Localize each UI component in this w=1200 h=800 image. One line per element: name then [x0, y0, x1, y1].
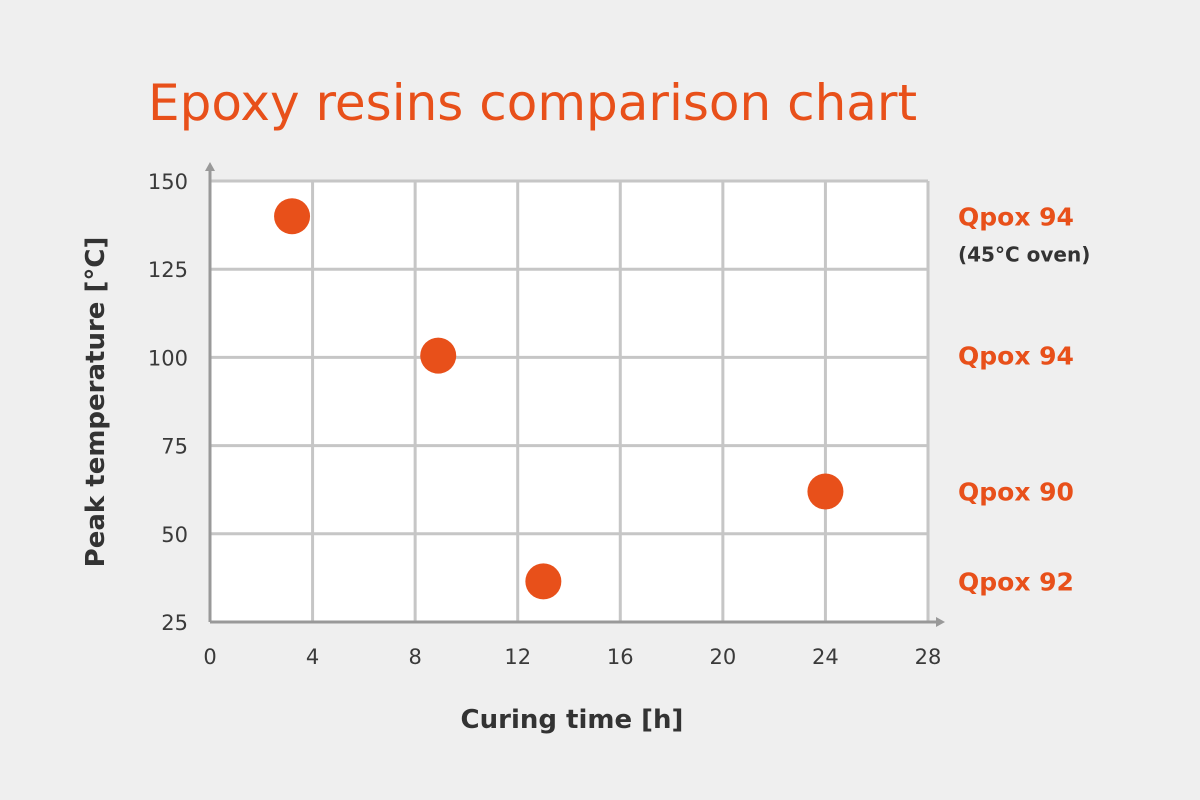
x-tick-label: 8 [408, 645, 421, 669]
y-tick-label: 125 [148, 258, 188, 282]
data-point [274, 198, 311, 235]
data-point [420, 337, 457, 374]
series-label: Qpox 94 [958, 202, 1074, 231]
plot-area: 0 4 8 12 16 20 24 28 25 50 75 100 125 150 Qpox 94 (45°C… [148, 162, 1090, 669]
x-tick-label: 20 [709, 645, 736, 669]
series-note: (45°C oven) [958, 242, 1090, 266]
series-label: Qpox 90 [958, 477, 1074, 506]
y-tick-label: 50 [161, 523, 188, 547]
x-axis-title: Curing time [h] [461, 705, 684, 735]
x-tick-label: 16 [607, 645, 634, 669]
series-label: Qpox 92 [958, 567, 1074, 596]
y-axis-title: Peak temperature [°C] [81, 237, 111, 568]
y-axis-arrow [205, 162, 215, 171]
y-tick-label: 75 [161, 435, 188, 459]
y-tick-label: 25 [161, 611, 188, 635]
plot-background [210, 181, 928, 622]
x-tick-label: 28 [915, 645, 942, 669]
y-tick-label: 100 [148, 346, 188, 370]
data-point [807, 473, 844, 510]
x-tick-label: 24 [812, 645, 839, 669]
series-label: Qpox 94 [958, 342, 1074, 371]
x-tick-label: 12 [504, 645, 531, 669]
x-tick-label: 4 [306, 645, 319, 669]
x-axis-arrow [936, 617, 945, 627]
data-point [525, 563, 562, 600]
chart-title: Epoxy resins comparison chart [148, 74, 917, 132]
x-tick-label: 0 [203, 645, 216, 669]
y-tick-label: 150 [148, 170, 188, 194]
